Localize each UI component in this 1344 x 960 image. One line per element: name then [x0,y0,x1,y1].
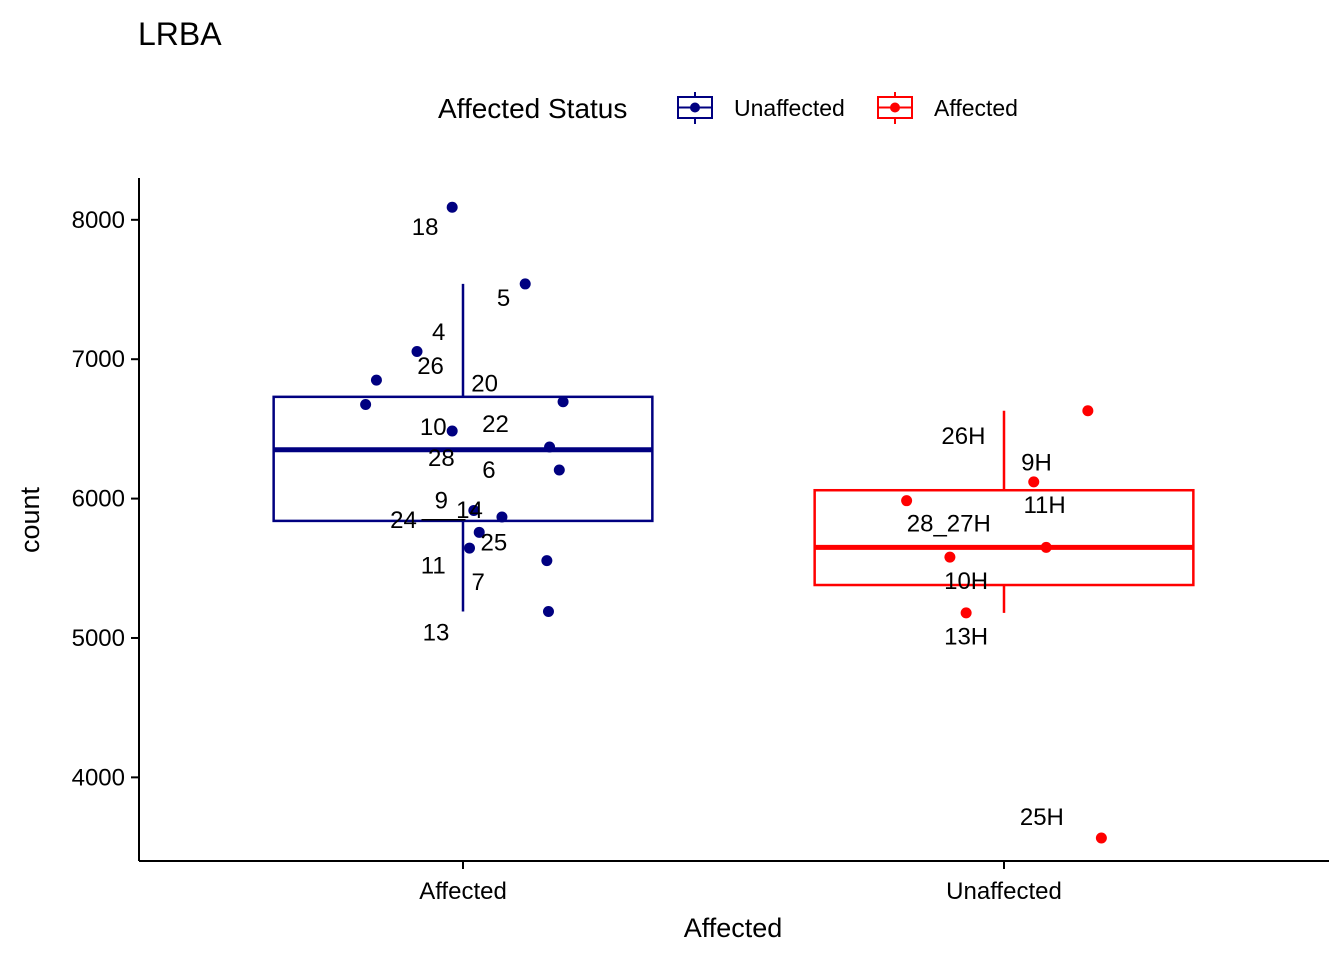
box-unaffected [813,410,1195,613]
chart-title: LRBA [138,16,222,52]
legend-key-point [890,102,900,113]
point-label: 22 [482,411,509,438]
data-point [901,495,913,507]
point-label: 25H [1020,804,1064,831]
data-point [519,278,531,290]
box-body [272,395,654,523]
data-point [944,551,956,563]
data-point [1028,476,1040,488]
data-point [411,346,423,358]
y-tick-label: 7000 [72,346,125,373]
points-layer [360,201,1107,844]
data-point [960,607,972,619]
point-label: 9 [435,488,448,515]
boxes-layer [272,283,1195,613]
legend-title: Affected Status [438,93,627,124]
box-body [813,488,1195,587]
legend-entry: Unaffected [677,92,845,124]
data-point [496,511,508,523]
point-label: 28_27H [907,511,991,538]
point-label: 26 [417,353,444,380]
data-point [473,526,485,538]
point-label: 18 [412,214,439,241]
data-point [553,464,565,476]
data-point [468,504,480,516]
point-label: 25 [480,529,507,556]
legend-key-point [690,102,700,113]
legend: Affected Status Unaffected Affected [438,92,1018,124]
point-label: 13 [423,619,450,646]
x-tick-label: Affected [419,878,507,905]
data-point [463,542,475,554]
data-point [370,374,382,386]
point-label: 20 [471,371,498,398]
point-label: 24 [390,507,417,534]
legend-entries: Unaffected Affected [677,92,1018,124]
y-tick-label: 8000 [72,207,125,234]
point-label: 7 [471,569,484,596]
data-point [557,396,569,408]
data-point [1040,541,1052,553]
legend-label: Affected [934,95,1018,121]
data-point [1082,405,1094,417]
x-axis-ticks: Affected Unaffected [419,861,1062,905]
data-point [446,425,458,437]
point-label: 4 [432,319,445,346]
point-label: 13H [944,624,988,651]
point-label: 10 [420,414,447,441]
point-label: 11H [1023,492,1065,519]
point-label: 10H [944,568,988,595]
point-label: 26H [941,423,985,450]
point-label: 6 [482,457,495,484]
point-label: 5 [497,285,510,312]
data-point [541,555,553,567]
y-tick-label: 5000 [72,625,125,652]
data-point [360,399,372,411]
legend-label: Unaffected [734,95,845,121]
data-point [542,605,554,617]
y-tick-label: 6000 [72,486,125,513]
y-axis-title: count [15,486,45,553]
box-affected [272,283,654,612]
legend-entry: Affected [877,92,1018,124]
point-label: 28 [428,445,455,472]
x-axis-title: Affected [684,913,783,943]
point-label: 11 [421,552,446,579]
y-tick-label: 4000 [72,764,125,791]
data-point [1095,832,1107,844]
point-label: 9H [1021,449,1052,476]
y-axis-ticks: 4000 5000 6000 7000 8000 [72,207,139,791]
x-tick-label: Unaffected [946,878,1062,905]
data-point [544,441,556,453]
data-point [446,201,458,213]
